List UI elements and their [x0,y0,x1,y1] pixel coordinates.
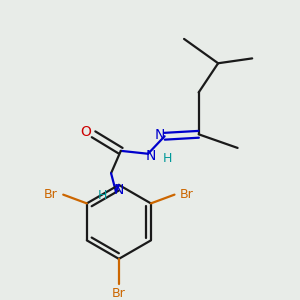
Text: H: H [98,189,107,202]
Text: O: O [80,125,91,140]
Text: N: N [146,149,156,163]
Text: N: N [154,128,165,142]
Text: Br: Br [44,188,58,201]
Text: N: N [114,183,124,197]
Text: Br: Br [112,287,126,300]
Text: Br: Br [179,188,193,201]
Text: H: H [163,152,172,165]
